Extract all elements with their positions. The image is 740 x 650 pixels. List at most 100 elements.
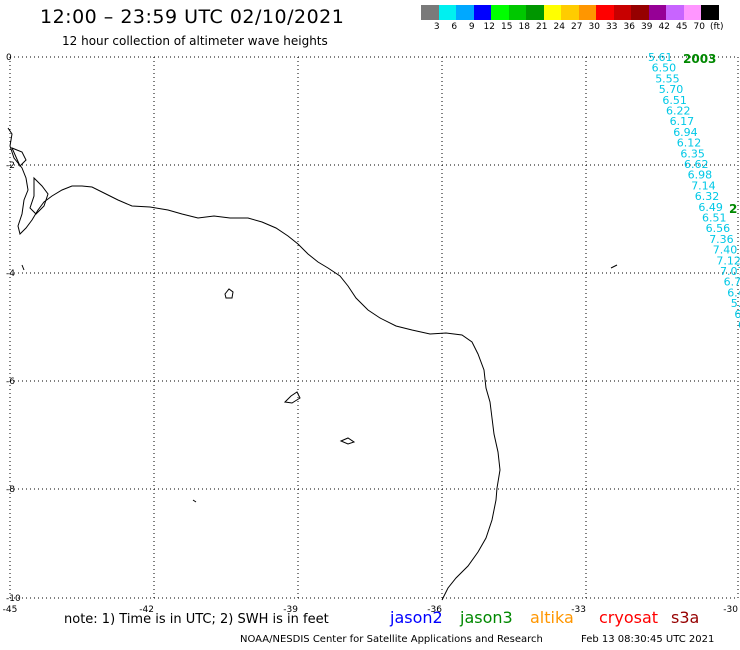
colorbar-label: 3 [433, 22, 440, 32]
timestamp: Feb 13 08:30:45 UTC 2021 [581, 634, 715, 645]
track-value-label: 6.4 [727, 286, 740, 299]
colorbar-swatch [561, 5, 579, 20]
track-value-label: 6.51 [662, 94, 687, 107]
colorbar-swatch [666, 5, 684, 20]
island-fernando [283, 391, 301, 404]
x-tick-label: -45 [3, 605, 18, 615]
y-tick-label: -4 [6, 269, 15, 279]
y-tick-label: -8 [6, 485, 15, 495]
colorbar-swatch [613, 5, 631, 20]
colorbar-swatch [596, 5, 614, 20]
footer-note: note: 1) Time is in UTC; 2) SWH is in fe… [64, 612, 329, 627]
colorbar-swatch [526, 5, 544, 20]
track-value-label: 7.36 [709, 233, 734, 246]
colorbar-label: 21 [536, 22, 548, 32]
y-axis-ticks: 0 -2 -4 -6 -8 -10 [6, 53, 21, 604]
track-value-label: 6.12 [677, 137, 702, 150]
colorbar-swatch [421, 5, 439, 20]
colorbar-swatch [683, 5, 701, 20]
altimeter-track: 5.616.505.555.706.516.226.176.946.126.35… [648, 51, 740, 332]
track-value-label: 5.9 [731, 297, 740, 310]
y-tick-label: -6 [6, 377, 15, 387]
track-value-label: 6.49 [698, 201, 723, 214]
colorbar-label: 39 [641, 22, 653, 32]
satellite-jason2: jason2 [390, 608, 443, 627]
colorbar-label: 18 [518, 22, 530, 32]
satellite-jason3: jason3 [460, 608, 513, 627]
x-tick-label: -42 [139, 605, 154, 615]
colorbar-swatch [648, 5, 666, 20]
track-value-label: 6.98 [688, 169, 713, 182]
wave-height-colorbar [421, 5, 719, 21]
track-value-label: 6.73 [724, 276, 740, 289]
page-title: 12:00 – 23:59 UTC 02/10/2021 [40, 6, 345, 28]
colorbar-swatch [491, 5, 509, 20]
track-value-label: 6.51 [702, 212, 727, 225]
y-tick-label: -2 [6, 161, 15, 171]
track-value-label: 6.50 [652, 62, 677, 75]
track-value-label: 6.32 [695, 190, 720, 203]
track-value-label: 6.35 [680, 147, 705, 160]
track-value-label: 6.94 [673, 126, 698, 139]
credit-line: NOAA/NESDIS Center for Satellite Applica… [240, 634, 543, 645]
island-small-4 [21, 264, 25, 271]
satellite-cryosat: cryosat [599, 608, 659, 627]
track-value-label: 5.70 [659, 83, 684, 96]
satellite-s3a: s3a [671, 608, 700, 627]
track-value-label: 6. [734, 308, 740, 321]
colorbar-label: 42 [658, 22, 670, 32]
y-tick-label: -10 [6, 594, 21, 604]
colorbar-swatch [508, 5, 526, 20]
x-axis-ticks: -45 -42 -39 -36 -33 -30 [3, 605, 739, 615]
colorbar-label: (ft) [709, 22, 724, 32]
map-grid [9, 56, 739, 599]
colorbar-label: 45 [676, 22, 688, 32]
coastline [7, 127, 618, 601]
colorbar-swatch [578, 5, 596, 20]
track-value-label: 6.62 [684, 158, 709, 171]
colorbar-label: 27 [571, 22, 583, 32]
track-value-label: 7.14 [691, 179, 716, 192]
x-tick-label: -33 [571, 605, 586, 615]
track-value-label: 6.56 [706, 222, 731, 235]
colorbar-label: 6 [451, 22, 458, 32]
track-value-label: 6 [738, 319, 740, 332]
colorbar-swatch [631, 5, 649, 20]
colorbar-swatch [543, 5, 561, 20]
colorbar-swatch [438, 5, 456, 20]
track-value-label: 6.17 [670, 115, 695, 128]
colorbar-label: 36 [623, 22, 635, 32]
track-value-label: 7.07 [720, 265, 740, 278]
x-tick-label: -39 [283, 605, 298, 615]
track-value-label: 7.40 [713, 244, 738, 257]
island-rocas-atoll [224, 288, 234, 299]
colorbar-label: 15 [501, 22, 513, 32]
track-value-label: 5.55 [655, 72, 680, 85]
coastline-bay [29, 176, 49, 215]
colorbar-swatch [456, 5, 474, 20]
x-tick-label: -36 [427, 605, 442, 615]
island-small-1 [339, 437, 356, 445]
colorbar-swatch [701, 5, 719, 20]
page-subtitle: 12 hour collection of altimeter wave hei… [62, 34, 328, 48]
colorbar-label: 9 [468, 22, 475, 32]
colorbar-swatch [473, 5, 491, 20]
track-value-label: 7.12 [716, 254, 740, 267]
coastline-mainland [7, 127, 501, 601]
time-label-2003: 2003 [683, 52, 716, 66]
colorbar-label: 12 [483, 22, 495, 32]
track-value-label: 5.61 [648, 51, 673, 64]
colorbar-label: 70 [693, 22, 705, 32]
colorbar-label: 24 [553, 22, 565, 32]
island-small-3 [610, 264, 618, 269]
colorbar-label: 33 [606, 22, 618, 32]
time-label-2: 2 [729, 202, 737, 216]
colorbar-label: 30 [588, 22, 600, 32]
y-tick-label: 0 [6, 53, 12, 63]
track-value-label: 6.22 [666, 105, 691, 118]
x-tick-label: -30 [723, 605, 738, 615]
satellite-altika: altika [530, 608, 574, 627]
coastline-inlet [11, 147, 27, 167]
island-small-2 [192, 499, 197, 503]
